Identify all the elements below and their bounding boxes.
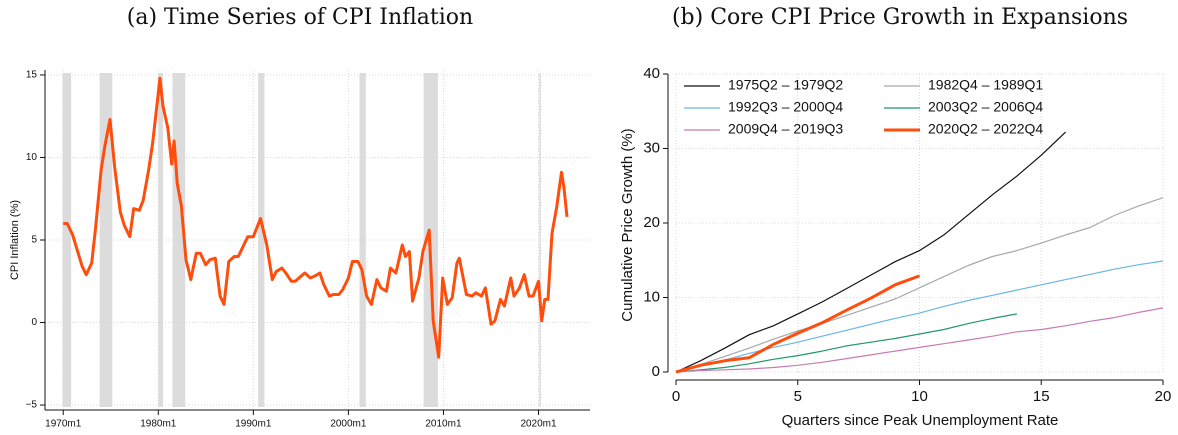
data-line — [675, 307, 1164, 373]
panel-title: (a) Time Series of CPI Inflation — [127, 5, 473, 30]
legend-label: 1982Q4 – 1989Q1 — [928, 77, 1043, 93]
shaded-period — [359, 73, 366, 407]
shaded-period — [158, 73, 164, 407]
data-line — [675, 274, 921, 374]
x-tick-label: 15 — [1033, 388, 1050, 405]
x-axis-label: Quarters since Peak Unemployment Rate — [782, 412, 1059, 429]
y-tick-label: 0 — [31, 317, 37, 328]
x-tick-label: 10 — [911, 388, 928, 405]
y-tick-label: 0 — [652, 363, 660, 380]
x-tick-label: 0 — [672, 388, 680, 405]
x-tick-label: 2010m1 — [425, 419, 462, 430]
y-tick-label: 15 — [26, 70, 38, 81]
data-line — [675, 131, 1067, 373]
x-tick-label: 5 — [794, 388, 802, 405]
x-tick-label: 1980m1 — [140, 419, 177, 430]
x-tick-label: 1970m1 — [45, 419, 82, 430]
y-axis-label: Cumulative Price Growth (%) — [619, 128, 636, 321]
y-tick-label: 10 — [643, 288, 660, 305]
y-tick-label: 20 — [643, 214, 660, 231]
y-tick-label: 30 — [643, 139, 660, 156]
data-line — [675, 197, 1164, 373]
x-tick-label: 2020m1 — [520, 419, 557, 430]
legend-label: 1992Q3 – 2000Q4 — [728, 99, 843, 115]
y-tick-label: 40 — [643, 65, 660, 82]
legend-label: 1975Q2 – 1979Q2 — [728, 77, 843, 93]
legend-label: 2020Q2 – 2022Q4 — [928, 121, 1043, 137]
x-tick-label: 20 — [1155, 388, 1172, 405]
panel-title: (b) Core CPI Price Growth in Expansions — [672, 5, 1128, 30]
y-tick-label: 10 — [26, 152, 38, 163]
legend-label: 2009Q4 – 2019Q3 — [728, 121, 843, 137]
y-tick-label: −5 — [26, 400, 38, 411]
data-line — [63, 76, 569, 359]
data-line — [675, 260, 1164, 373]
data-line — [675, 313, 1018, 373]
x-tick-label: 1990m1 — [235, 419, 272, 430]
legend-label: 2003Q2 – 2006Q4 — [928, 99, 1043, 115]
y-tick-label: 5 — [31, 235, 37, 246]
y-axis-label: CPI Inflation (%) — [9, 200, 21, 280]
x-tick-label: 2000m1 — [330, 419, 367, 430]
